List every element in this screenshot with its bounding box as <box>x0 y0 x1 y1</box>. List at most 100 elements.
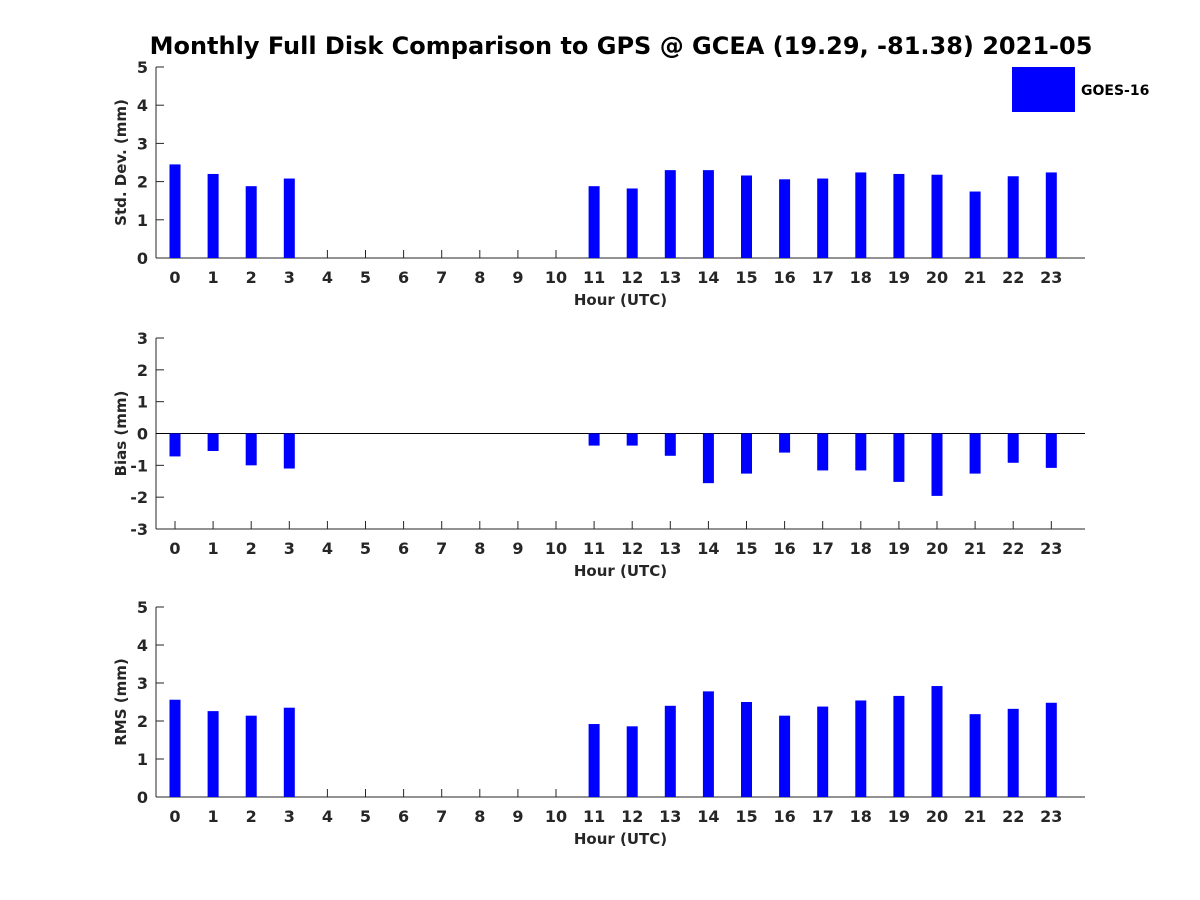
rms-y-tick-label: 4 <box>137 636 148 655</box>
bias-y-tick-label: 1 <box>137 393 148 412</box>
bias-y-tick-label: 3 <box>137 329 148 348</box>
rms-x-tick-label: 19 <box>888 807 910 826</box>
rms-x-tick-label: 23 <box>1040 807 1062 826</box>
rms-x-tick-label: 0 <box>169 807 180 826</box>
std-dev-x-tick-label: 5 <box>360 268 371 287</box>
chart-title: Monthly Full Disk Comparison to GPS @ GC… <box>150 32 1093 60</box>
std-dev-y-tick-label: 4 <box>137 96 148 115</box>
std-dev-x-tick-label: 22 <box>1002 268 1024 287</box>
std-dev-bar <box>283 178 295 258</box>
bias-bar <box>588 433 600 446</box>
bias-x-tick-label: 15 <box>735 539 757 558</box>
std-dev-bar <box>1007 176 1019 258</box>
std-dev-bar <box>664 170 676 258</box>
std-dev-x-tick-label: 16 <box>773 268 795 287</box>
std-dev-bar <box>169 164 181 258</box>
std-dev-x-tick-label: 3 <box>284 268 295 287</box>
rms-x-tick-label: 22 <box>1002 807 1024 826</box>
rms-bar <box>283 707 295 797</box>
std-dev-y-axis-label: Std. Dev. (mm) <box>112 99 130 226</box>
rms-bar <box>855 700 867 797</box>
rms-bar <box>969 714 981 797</box>
std-dev-y-tick-label: 5 <box>137 58 148 77</box>
std-dev-x-tick-label: 12 <box>621 268 643 287</box>
rms-bar <box>245 715 257 797</box>
rms-x-tick-label: 3 <box>284 807 295 826</box>
std-dev-x-tick-label: 4 <box>322 268 333 287</box>
bias-bar <box>817 433 829 471</box>
rms-bar <box>817 706 829 797</box>
std-dev-y-tick-label: 2 <box>137 173 148 192</box>
bias-bar <box>169 433 181 457</box>
bias-bar <box>245 433 257 466</box>
std-dev-bar <box>1045 172 1057 258</box>
bias-bar <box>1045 433 1057 468</box>
rms-x-tick-label: 10 <box>545 807 567 826</box>
bias-x-tick-label: 6 <box>398 539 409 558</box>
bias-x-tick-label: 7 <box>436 539 447 558</box>
bias-bar <box>1007 433 1019 463</box>
rms-x-axis-label: Hour (UTC) <box>574 830 667 848</box>
rms-x-tick-label: 13 <box>659 807 681 826</box>
std-dev-x-tick-label: 1 <box>208 268 219 287</box>
bias-x-tick-label: 16 <box>773 539 795 558</box>
bias-x-tick-label: 10 <box>545 539 567 558</box>
std-dev-x-tick-label: 2 <box>246 268 257 287</box>
bias-x-tick-label: 0 <box>169 539 180 558</box>
bias-x-tick-label: 13 <box>659 539 681 558</box>
std-dev-x-tick-label: 7 <box>436 268 447 287</box>
std-dev-x-tick-label: 10 <box>545 268 567 287</box>
bias-bar <box>626 433 638 446</box>
rms-bar <box>169 699 181 797</box>
rms-x-tick-label: 2 <box>246 807 257 826</box>
bias-x-tick-label: 12 <box>621 539 643 558</box>
bias-bar <box>969 433 981 474</box>
rms-x-tick-label: 9 <box>512 807 523 826</box>
rms-y-tick-label: 1 <box>137 750 148 769</box>
bias-bar <box>741 433 752 474</box>
std-dev-x-tick-label: 14 <box>697 268 719 287</box>
bias-x-tick-label: 8 <box>474 539 485 558</box>
rms-bar <box>626 726 638 797</box>
std-dev-x-tick-label: 9 <box>512 268 523 287</box>
bias-x-tick-label: 1 <box>208 539 219 558</box>
rms-x-tick-label: 17 <box>812 807 834 826</box>
bias-x-tick-label: 21 <box>964 539 986 558</box>
std-dev-x-tick-label: 17 <box>812 268 834 287</box>
std-dev-bar <box>245 186 257 258</box>
bias-y-tick-label: -3 <box>130 520 148 539</box>
std-dev-bar <box>207 173 219 258</box>
bias-x-tick-label: 23 <box>1040 539 1062 558</box>
bias-x-tick-label: 20 <box>926 539 948 558</box>
rms-y-tick-label: 3 <box>137 674 148 693</box>
rms-bar <box>664 705 676 797</box>
bias-x-tick-label: 11 <box>583 539 605 558</box>
rms-y-tick-label: 0 <box>137 788 148 807</box>
rms-bar <box>741 702 752 797</box>
rms-bar <box>588 724 600 797</box>
std-dev-x-tick-label: 18 <box>850 268 872 287</box>
bias-x-tick-label: 4 <box>322 539 333 558</box>
std-dev-x-tick-label: 13 <box>659 268 681 287</box>
bias-y-tick-label: -2 <box>130 488 148 507</box>
rms-bar <box>1007 708 1019 797</box>
bias-x-tick-label: 17 <box>812 539 834 558</box>
std-dev-bar <box>817 178 829 258</box>
bias-bar <box>931 433 943 496</box>
bias-bar <box>855 433 867 471</box>
std-dev-bar <box>893 173 905 258</box>
rms-bar <box>702 691 714 797</box>
bias-x-tick-label: 19 <box>888 539 910 558</box>
rms-x-tick-label: 8 <box>474 807 485 826</box>
std-dev-bar <box>588 186 600 258</box>
rms-y-tick-label: 2 <box>137 712 148 731</box>
rms-x-tick-label: 1 <box>208 807 219 826</box>
std-dev-x-tick-label: 21 <box>964 268 986 287</box>
bias-y-tick-label: -1 <box>130 456 148 475</box>
bias-x-tick-label: 2 <box>246 539 257 558</box>
bias-bar <box>779 433 791 453</box>
std-dev-bar <box>779 179 791 258</box>
rms-bar <box>1045 702 1057 797</box>
